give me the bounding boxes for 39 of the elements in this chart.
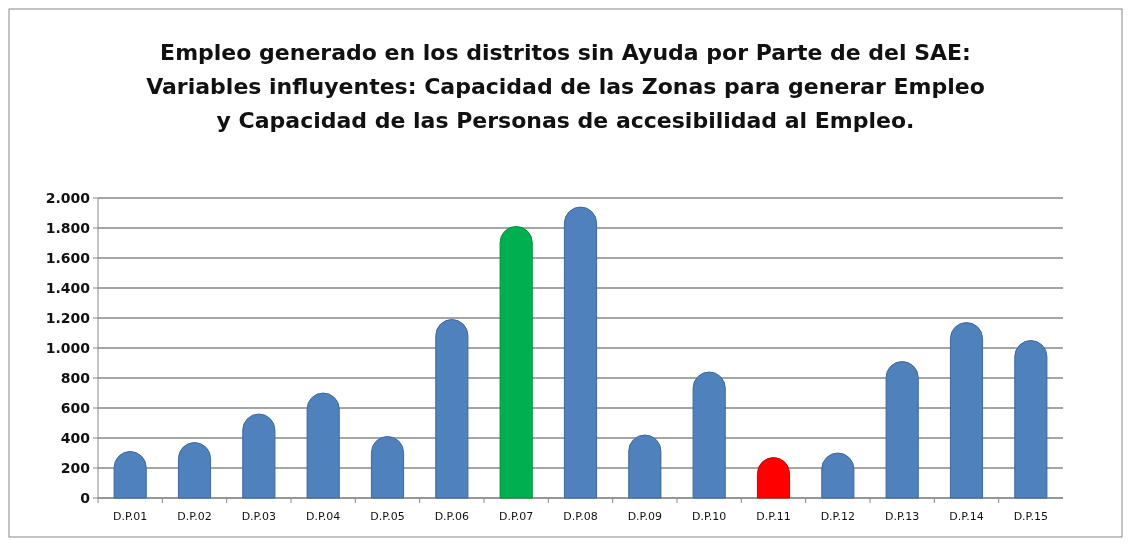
y-tick-label: 1.600 [45,249,91,266]
y-tick-label: 400 [60,429,91,446]
x-tick-label: D.P.02 [177,510,212,523]
x-tick-label: D.P.07 [498,510,534,523]
bar [306,392,340,499]
x-tick-label: D.P.05 [370,510,405,523]
bar [885,361,919,499]
y-tick-label: 2.000 [45,189,91,206]
bar [242,413,276,499]
x-tick-label: D.P.09 [627,510,663,523]
bar [370,436,405,499]
x-tick-label: D.P.04 [305,510,341,523]
y-tick-label: 1.200 [45,309,91,326]
x-tick-label: D.P.03 [241,510,277,523]
bar [949,322,984,499]
x-tick-label: D.P.11 [756,510,791,523]
bar [692,371,726,499]
x-tick-label: D.P.01 [112,510,148,523]
x-tick-label: D.P.10 [691,510,727,523]
bar [499,226,533,499]
x-tick-label: D.P.13 [884,510,920,523]
x-tick-label: D.P.12 [820,510,856,523]
y-tick-label: 800 [60,369,91,386]
x-tick-label: D.P.15 [1013,510,1049,523]
y-tick-label: 600 [60,399,91,416]
bar [1014,340,1048,499]
bar [435,319,469,499]
bar [628,434,662,499]
bar [563,206,598,499]
chart-title: Empleo generado en los distritos sin Ayuda por Parte de del SAE: Variables influyentes: Capacidad de las Zonas para generar Empleo y Capacidad de las Personas de accesibilidad al Empleo. [146,40,985,133]
y-tick-label: 0 [80,489,91,506]
x-tick-label: D.P.14 [949,510,984,523]
y-tick-label: 1.000 [45,339,91,356]
x-tick-label: D.P.08 [563,510,598,523]
y-tick-label: 1.400 [45,279,91,296]
x-tick-label: D.P.06 [434,510,470,523]
y-tick-label: 1.800 [45,219,91,236]
bar [177,442,212,499]
y-tick-label: 200 [60,459,91,476]
